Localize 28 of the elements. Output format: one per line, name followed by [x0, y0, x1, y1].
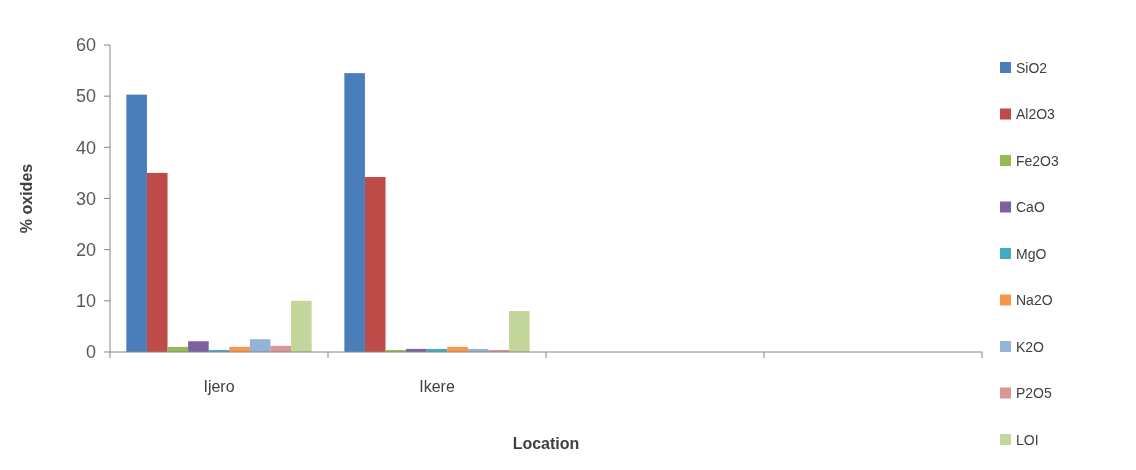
bar: [344, 73, 365, 352]
y-tick-label: 20: [75, 239, 96, 260]
bar: [126, 94, 147, 352]
legend-label: Al2O3: [1016, 106, 1056, 123]
x-axis-title: Location: [512, 435, 580, 452]
y-axis-title: % oxides: [18, 163, 35, 234]
y-tick-label: 60: [75, 35, 96, 56]
bar: [146, 172, 168, 352]
x-tick-label: Ijero: [203, 378, 235, 395]
legend-label: Na2O: [1016, 292, 1053, 309]
bar: [364, 177, 386, 352]
bar: [509, 311, 530, 352]
legend-label: CaO: [1016, 199, 1045, 216]
bar: [291, 300, 312, 352]
y-tick-label: 30: [75, 188, 96, 209]
bar: [249, 339, 271, 352]
legend-label: MgO: [1016, 245, 1047, 262]
x-tick-label: Ikere: [419, 378, 455, 395]
legend-label: LOI: [1016, 431, 1039, 448]
y-tick-label: 40: [75, 137, 96, 158]
legend-label: SiO2: [1016, 59, 1048, 76]
legend-label: Fe2O3: [1016, 152, 1060, 169]
legend-label: K2O: [1016, 338, 1045, 355]
y-tick-label: 10: [75, 291, 96, 312]
bar: [188, 341, 209, 352]
y-tick-label: 0: [85, 342, 96, 363]
legend-label: P2O5: [1016, 385, 1053, 402]
y-tick-label: 50: [75, 86, 96, 107]
